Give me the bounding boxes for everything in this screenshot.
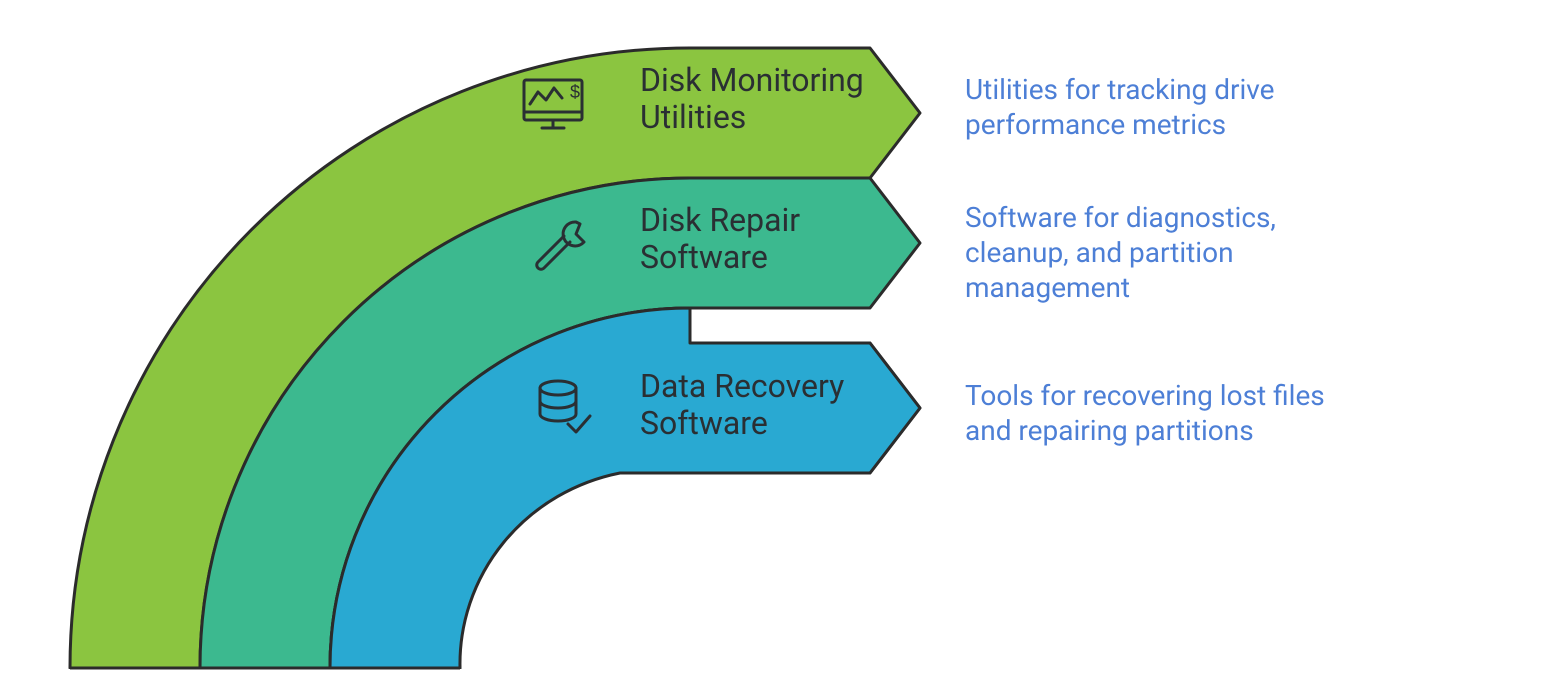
band-desc-1-line2: performance metrics — [965, 107, 1275, 142]
band-title-3-line2: Software — [640, 405, 844, 442]
band-title-3: Data Recovery Software — [640, 368, 844, 442]
band-desc-1-line1: Utilities for tracking drive — [965, 72, 1275, 107]
band-title-1-line1: Disk Monitoring — [640, 62, 864, 99]
band-title-2-line1: Disk Repair — [640, 202, 800, 239]
band-desc-1: Utilities for tracking drive performance… — [965, 72, 1275, 142]
band-desc-2: Software for diagnostics, cleanup, and p… — [965, 200, 1276, 305]
database-check-icon — [528, 372, 598, 442]
curved-arrow-diagram: $ Disk Monitoring Utilities Disk Repair … — [0, 0, 1560, 691]
band-desc-3: Tools for recovering lost files and repa… — [965, 378, 1325, 448]
band-title-2: Disk Repair Software — [640, 202, 800, 276]
band-desc-2-line1: Software for diagnostics, — [965, 200, 1276, 235]
band-title-3-line1: Data Recovery — [640, 368, 844, 405]
band-desc-2-line2: cleanup, and partition — [965, 235, 1276, 270]
wrench-icon — [528, 210, 598, 280]
band-desc-3-line1: Tools for recovering lost files — [965, 378, 1325, 413]
band-desc-3-line2: and repairing partitions — [965, 413, 1325, 448]
band-title-1: Disk Monitoring Utilities — [640, 62, 864, 136]
band-desc-2-line3: management — [965, 270, 1276, 305]
band-title-1-line2: Utilities — [640, 99, 864, 136]
monitor-chart-icon: $ — [518, 70, 588, 140]
svg-text:$: $ — [570, 82, 580, 102]
band-title-2-line2: Software — [640, 239, 800, 276]
